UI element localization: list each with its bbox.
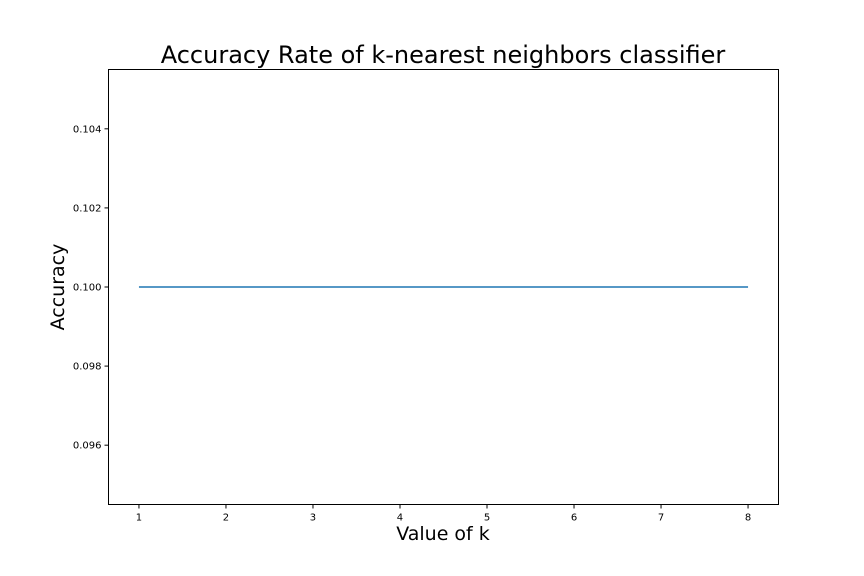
x-tick-label: 2 xyxy=(223,513,229,524)
y-tick-label: 0.096 xyxy=(73,441,102,452)
y-tick-label: 0.102 xyxy=(73,203,102,214)
chart-title: Accuracy Rate of k-nearest neighbors cla… xyxy=(161,41,726,69)
y-tick-label: 0.098 xyxy=(73,362,102,373)
x-tick-label: 4 xyxy=(397,513,403,524)
y-tick-label: 0.100 xyxy=(73,283,102,294)
x-tick-label: 1 xyxy=(136,513,142,524)
x-axis-ticks: 1 2 3 4 5 6 7 8 xyxy=(136,504,751,524)
x-tick-label: 7 xyxy=(658,513,664,524)
x-tick-label: 5 xyxy=(484,513,490,524)
x-tick-label: 6 xyxy=(571,513,577,524)
x-axis-label: Value of k xyxy=(396,523,490,545)
x-tick-label: 3 xyxy=(310,513,316,524)
y-axis-ticks: 0.096 0.098 0.100 0.102 0.104 xyxy=(73,124,109,452)
x-tick-label: 8 xyxy=(745,513,751,524)
y-axis-label: Accuracy xyxy=(47,244,69,331)
y-tick-label: 0.104 xyxy=(73,124,102,135)
